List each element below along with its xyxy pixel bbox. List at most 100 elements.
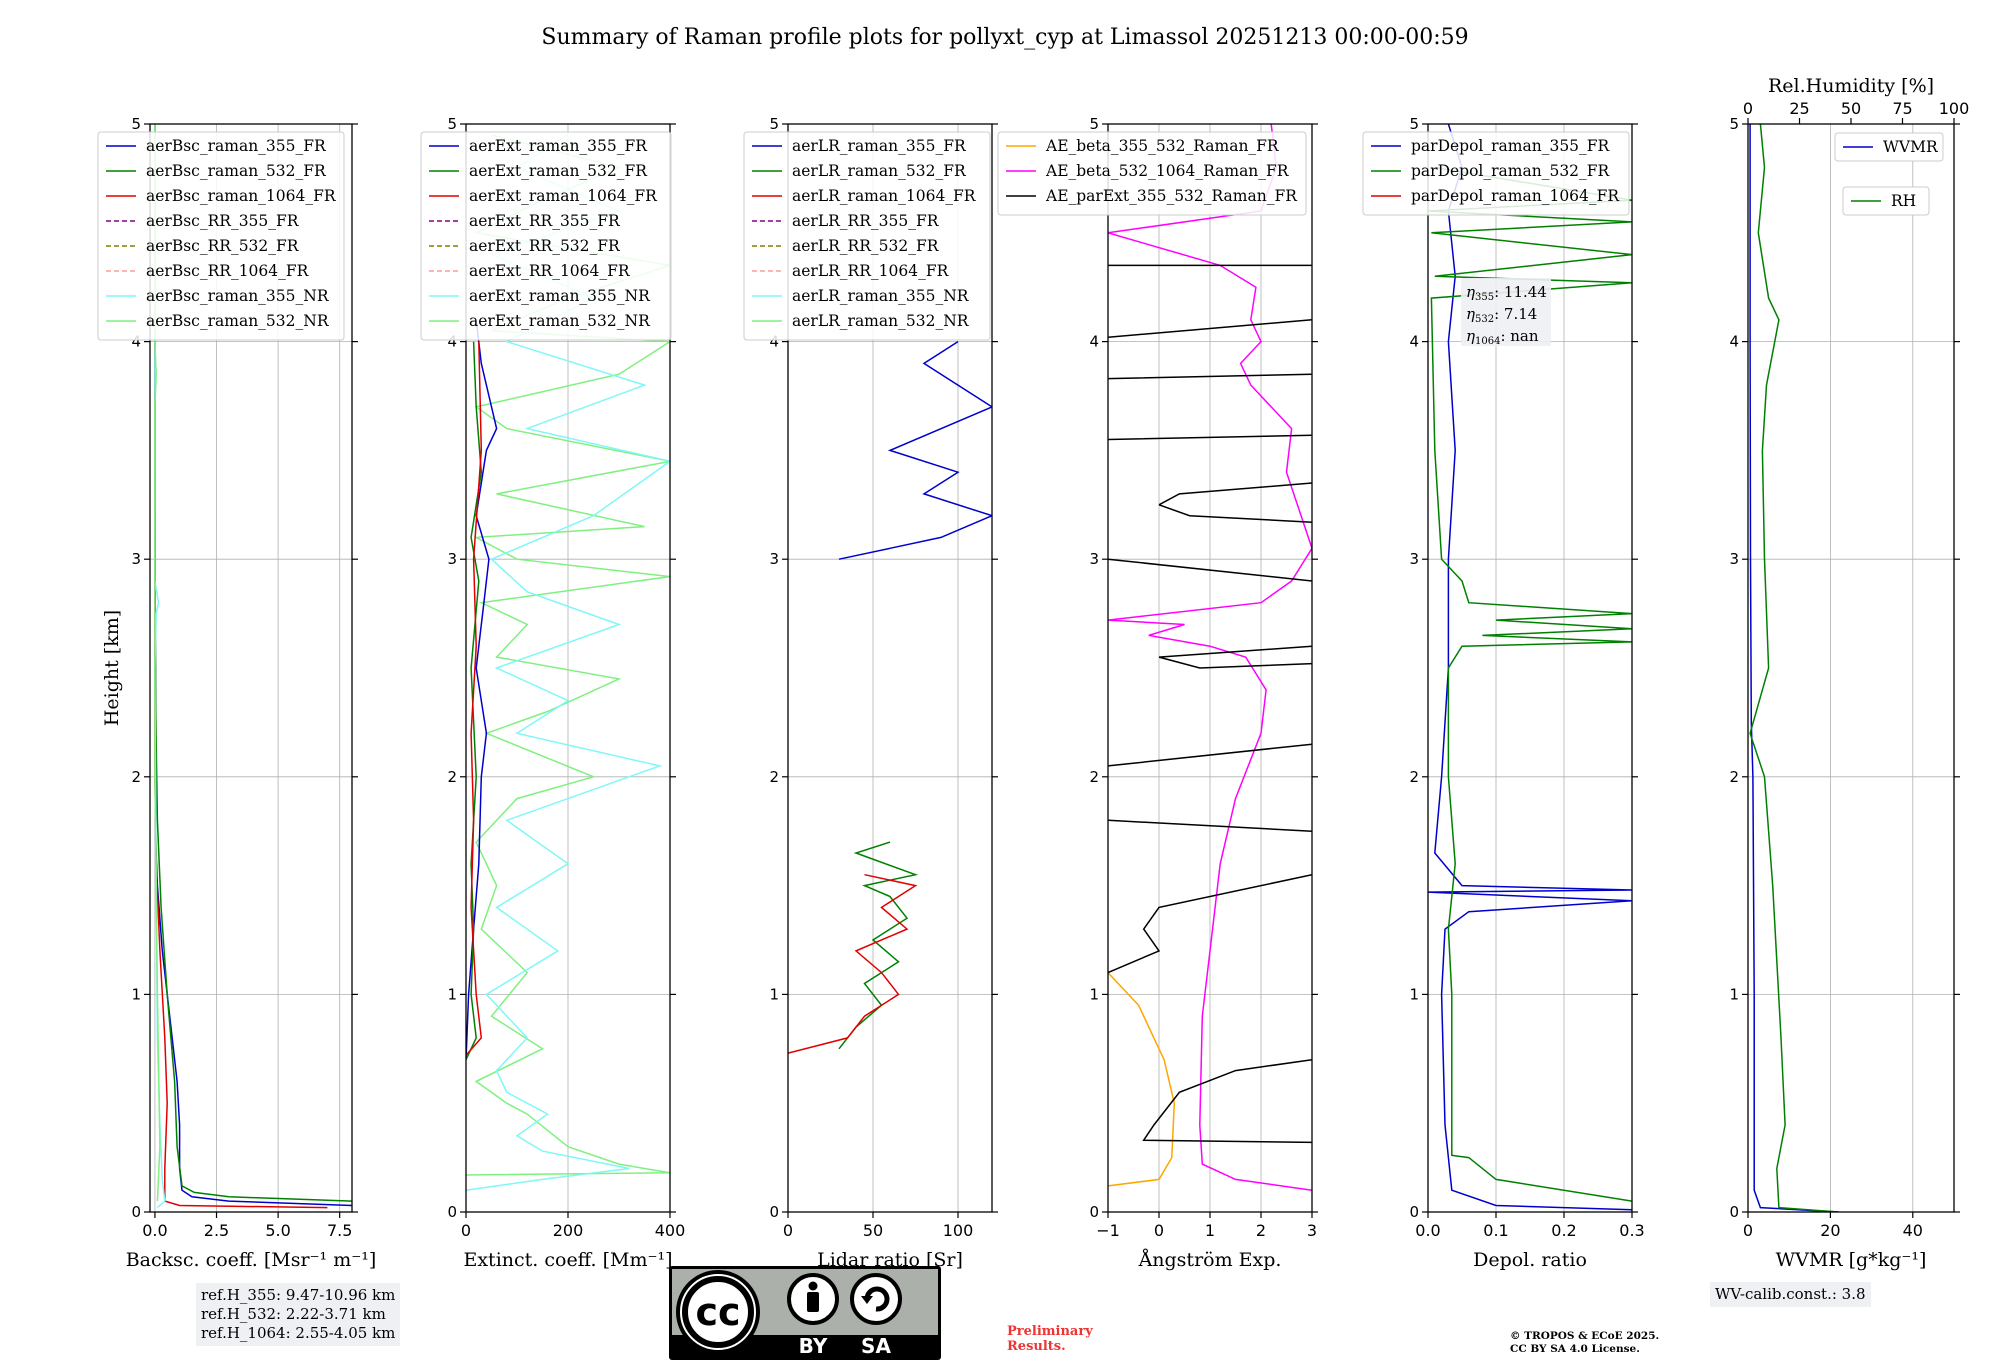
legend-entry: aerLR_raman_532_FR (792, 162, 967, 180)
panel-wv: 0 20 40 0 1 2 3 4 5 WVMR [g*kg⁻¹] 0 25 50 75 100 Rel.Hu… (1729, 75, 1969, 1271)
copyright-line-2: CC BY SA 4.0 License. (1510, 1343, 1640, 1355)
y-tick-label: 5 (1409, 115, 1419, 133)
x-axis-label: Lidar ratio [Sr] (817, 1249, 963, 1271)
legend-entry: aerExt_raman_355_FR (469, 137, 648, 155)
y-tick-label: 2 (131, 768, 141, 786)
legend-entry: parDepol_raman_355_FR (1411, 137, 1611, 155)
legend-entry: aerBsc_raman_1064_FR (146, 187, 337, 205)
x-axis-label: WVMR [g*kg⁻¹] (1776, 1249, 1927, 1271)
panel-lr: 0 50 100 0 1 2 3 4 5 Lidar ratio [Sr] aerLR_raman_… (743, 115, 998, 1271)
y-tick-label: 0 (769, 1203, 779, 1221)
legend-entry: AE_beta_355_532_Raman_FR (1045, 137, 1280, 155)
legend-box (420, 131, 672, 341)
x-tick-label: −1 (1096, 1221, 1120, 1240)
y-tick-label: 1 (1409, 985, 1419, 1003)
y-tick-label: 4 (769, 333, 779, 351)
legend-entry: aerLR_raman_355_FR (792, 137, 967, 155)
legend-entry: aerLR_RR_355_FR (792, 212, 940, 230)
legend-entry: aerLR_RR_532_FR (792, 237, 940, 255)
y-tick-label: 1 (1729, 985, 1739, 1003)
legend-depol: parDepol_raman_355_FR parDepol_raman_532_… (1362, 131, 1630, 216)
x-tick-label: 1 (1205, 1221, 1215, 1240)
eta-value: η1064: nan (1466, 327, 1539, 347)
y-tick-label: 0 (1409, 1203, 1419, 1221)
legend-entry: aerBsc_raman_532_NR (146, 312, 330, 330)
series-group (466, 134, 670, 1191)
axes-frame (1427, 123, 1633, 1213)
eta-value: η355: 11.44 (1466, 283, 1547, 303)
eta-box (1461, 278, 1551, 346)
attribution-icon (787, 1273, 839, 1325)
series-group (1428, 124, 1632, 1211)
series-aerLR_raman_532_FR (838, 841, 919, 1050)
legend-entry: parDepol_raman_532_FR (1411, 162, 1611, 180)
ref-height-532: ref.H_532: 2.22-3.71 km (201, 1305, 386, 1323)
wv-calibration-text: WV-calib.const.: 3.8 (1715, 1285, 1866, 1303)
y-tick-label: 5 (447, 115, 457, 133)
series-group (788, 340, 992, 1054)
y-tick-label: 3 (131, 550, 141, 568)
top-x-tick-label: 25 (1789, 99, 1809, 118)
legend-entry: AE_parExt_355_532_Raman_FR (1045, 187, 1298, 205)
legend-entry: aerBsc_raman_355_FR (146, 137, 327, 155)
x-tick-label: 3 (1307, 1221, 1317, 1240)
cc-symbol: cc (695, 1290, 740, 1334)
panel-bsc: 0.0 2.5 5.0 7.5 0 1 2 3 4 5 Backsc. coeff. [Msr⁻¹ … (97, 115, 377, 1271)
x-axis-label: Ångström Exp. (1138, 1249, 1282, 1271)
y-tick-label: 3 (1409, 550, 1419, 568)
panel-depol: 0.0 0.1 0.2 0.3 0 1 2 3 4 5 Depol. ratio parDepol_r… (1362, 115, 1645, 1271)
legend-entry: aerLR_raman_532_NR (792, 312, 970, 330)
legend-entry: aerExt_raman_532_FR (469, 162, 648, 180)
x-axis-label: Extinct. coeff. [Mm⁻¹] (463, 1249, 672, 1271)
panel-ext: 0 200 400 0 1 2 3 4 5 Extinct. coeff. [Mm⁻¹] aerEx… (420, 115, 686, 1271)
y-tick-label: 1 (447, 985, 457, 1003)
legend-box (743, 131, 991, 341)
x-tick-label: 7.5 (327, 1221, 352, 1240)
legend-entry: AE_beta_532_1064_Raman_FR (1045, 162, 1290, 180)
y-tick-label: 1 (131, 985, 141, 1003)
legend-entry: WVMR (1883, 138, 1939, 156)
legend-ext: aerExt_raman_355_FR aerExt_raman_532_FRae… (420, 131, 672, 341)
x-tick-label: 400 (655, 1221, 686, 1240)
y-tick-label: 2 (769, 768, 779, 786)
x-tick-label: 100 (943, 1221, 974, 1240)
x-tick-label: 20 (1820, 1221, 1840, 1240)
legend-box (1842, 186, 1930, 216)
x-axis-label: Backsc. coeff. [Msr⁻¹ m⁻¹] (126, 1249, 377, 1271)
legend-box (997, 131, 1307, 216)
y-tick-label: 0 (1729, 1203, 1739, 1221)
sa-label: SA (861, 1334, 891, 1358)
y-tick-label: 1 (1089, 985, 1099, 1003)
x-axis-label: Depol. ratio (1473, 1249, 1587, 1271)
axes-frame (149, 123, 353, 1213)
series-AE_beta_355_532_Raman_FR (1108, 972, 1176, 1187)
y-tick-label: 3 (447, 550, 457, 568)
axes-frame (1747, 123, 1955, 1213)
figure-title: Summary of Raman profile plots for polly… (541, 25, 1468, 50)
x-tick-label: 5.0 (265, 1221, 290, 1240)
y-tick-label: 5 (769, 115, 779, 133)
y-tick-label: 0 (131, 1203, 141, 1221)
top-x-tick-label: 75 (1892, 99, 1912, 118)
legend-entry: aerBsc_RR_1064_FR (146, 262, 310, 280)
y-tick-label: 5 (131, 115, 141, 133)
x-tick-label: 40 (1903, 1221, 1923, 1240)
legend-box (1834, 132, 1944, 162)
share-alike-icon (850, 1273, 902, 1325)
y-tick-label: 1 (769, 985, 779, 1003)
legend-entry: aerLR_RR_1064_FR (792, 262, 950, 280)
ref-height-355: ref.H_355: 9.47-10.96 km (201, 1286, 396, 1304)
legend-entry: aerExt_raman_355_NR (469, 287, 651, 305)
x-tick-label: 2 (1256, 1221, 1266, 1240)
x-tick-label: 2.5 (204, 1221, 229, 1240)
top-x-tick-label: 50 (1841, 99, 1861, 118)
legend-entry: aerBsc_raman_355_NR (146, 287, 330, 305)
series-aerLR_raman_1064_FR (788, 873, 918, 1054)
series-RH (1749, 124, 1839, 1212)
y-tick-label: 0 (1089, 1203, 1099, 1221)
legend-entry: RH (1891, 192, 1916, 210)
x-tick-label: 0.3 (1619, 1221, 1644, 1240)
legend-entry: aerExt_RR_355_FR (469, 212, 621, 230)
